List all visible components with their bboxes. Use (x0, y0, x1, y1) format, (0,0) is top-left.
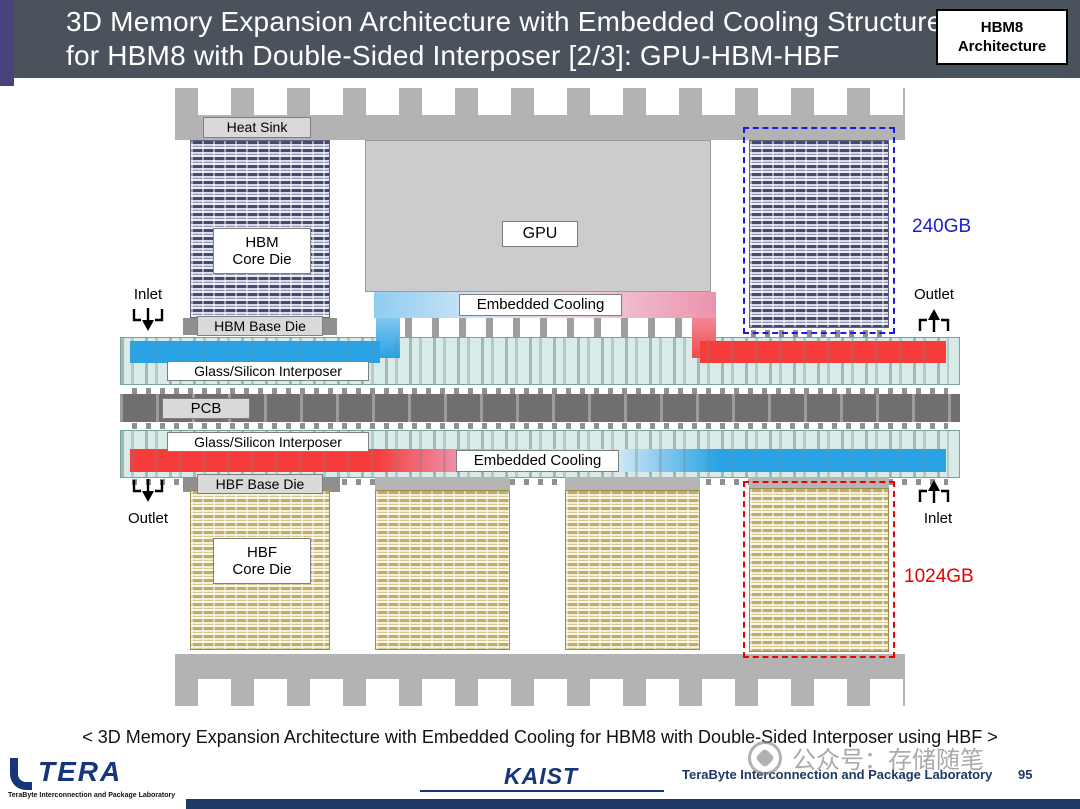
slide-title-line2: for HBM8 with Double-Sided Interposer [2… (66, 40, 840, 71)
coolant-pipe-hot-top (700, 341, 946, 363)
bumps-below-pcb (132, 423, 948, 429)
hbf-capacity-highlight-box (743, 481, 895, 658)
hbm-core-die-label-line1: HBM (245, 233, 279, 251)
interposer-bottom-label: Glass/Silicon Interposer (167, 432, 369, 452)
corner-tag-line2: Architecture (957, 38, 1047, 55)
kaist-logo-underline (420, 790, 664, 792)
hbm-stack-right (749, 140, 889, 328)
embedded-cooling-bottom-label: Embedded Cooling (456, 450, 619, 472)
inlet-top-arrow-icon (132, 308, 164, 331)
footer-lab-name: TeraByte Interconnection and Package Lab… (682, 767, 993, 782)
diagram-caption: < 3D Memory Expansion Architecture with … (82, 727, 998, 747)
footer-bottom-bar (186, 799, 1080, 809)
hbf-core-die-label-line1: HBF (247, 543, 277, 561)
gpu-label: GPU (502, 221, 578, 247)
inlet-bottom-label: Inlet (923, 510, 953, 527)
outlet-top-label: Outlet (913, 286, 955, 303)
hbf-core-die-label-line2: Core Die (232, 561, 292, 578)
outlet-bottom-arrow-icon (132, 479, 164, 502)
bumps-above-pcb (132, 388, 948, 394)
hbf-core-die-label: HBF Core Die (213, 538, 311, 584)
inlet-top-label: Inlet (133, 286, 163, 303)
heat-sink-bottom-bar (175, 654, 905, 679)
interposer-top-label: Glass/Silicon Interposer (167, 361, 369, 381)
gpu-block (365, 140, 711, 292)
hbm-base-die-label: HBM Base Die (197, 316, 323, 336)
corner-tag-hbm8-architecture: HBM8 Architecture (936, 9, 1068, 65)
heat-sink-top-fins (175, 88, 905, 115)
page-number: 95 (1018, 767, 1033, 782)
embedded-cooling-top-label: Embedded Cooling (459, 294, 622, 316)
kaist-logo-text: KAIST (504, 763, 578, 789)
hbf-capacity-value: 1024GB (904, 566, 974, 587)
hbf-stack-2 (375, 490, 510, 650)
tera-logo-text: TERA (38, 756, 123, 787)
pcb-label: PCB (162, 398, 250, 419)
tera-logo-subtext: TeraByte Interconnection and Package Lab… (8, 792, 176, 799)
hbf-base-bar-2 (375, 477, 510, 490)
outlet-bottom-label: Outlet (127, 510, 169, 527)
outlet-top-arrow-icon (918, 309, 950, 332)
hbf-base-bar-4 (749, 477, 889, 490)
hbf-base-bar-3 (565, 477, 700, 490)
slide-title-bar: 3D Memory Expansion Architecture with Em… (14, 0, 1080, 78)
slide-title-line1: 3D Memory Expansion Architecture with Em… (66, 6, 943, 37)
heat-sink-bottom-fins (175, 679, 905, 706)
bumps-below-interposer-bottom (132, 479, 948, 485)
tera-logo-icon (10, 758, 32, 790)
corner-tag-line1: HBM8 (980, 19, 1024, 36)
hbf-stack-4 (749, 488, 889, 652)
hbf-stack-3 (565, 490, 700, 650)
hbm-core-die-label: HBM Core Die (213, 228, 311, 274)
hbm-capacity-highlight-box (743, 127, 895, 334)
inlet-bottom-arrow-icon (918, 480, 950, 503)
title-accent-bar (0, 0, 14, 86)
hbm-core-die-label-line2: Core Die (232, 251, 292, 268)
hbf-base-die-label: HBF Base Die (197, 474, 323, 494)
hbm-capacity-value: 240GB (912, 216, 972, 237)
pcb-block (120, 394, 960, 422)
coolant-pipe-cold-top (130, 341, 380, 363)
heat-sink-label: Heat Sink (203, 117, 311, 138)
gpu-underfill-pillars (378, 318, 708, 337)
